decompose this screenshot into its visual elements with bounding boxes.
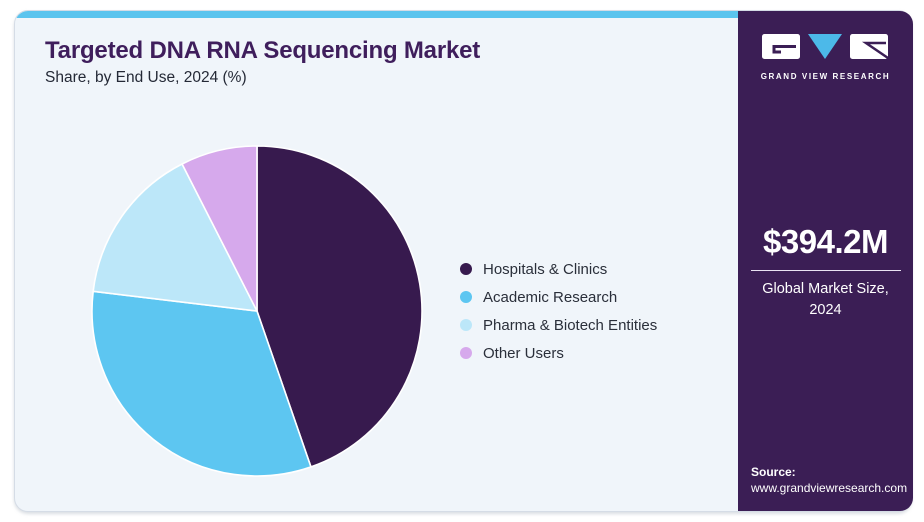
pie-slice-2 [92,163,258,312]
source-block: Source: www.grandviewresearch.com [751,465,907,495]
page-subtitle: Share, by End Use, 2024 (%) [45,69,247,86]
brand-name: GRAND VIEW RESEARCH [760,72,891,81]
source-url[interactable]: www.grandviewresearch.com [751,481,908,495]
legend-label: Pharma & Biotech Entities [483,316,658,334]
page-title: Targeted DNA RNA Sequencing Market [45,37,481,64]
side-panel: GRAND VIEW RESEARCH $394.2M Global Marke… [738,11,913,511]
market-size-value: $394.2M [763,223,888,260]
divider [750,270,901,271]
market-size-block: $394.2M Global Market Size, 2024 [738,223,913,321]
accent-bar [15,11,738,18]
legend-dot [460,319,472,331]
legend-item: Hospitals & Clinics [460,260,657,278]
legend-label: Hospitals & Clinics [483,260,608,278]
pie-slice-3 [181,145,258,312]
chart-card: Targeted DNA RNA Sequencing Market Share… [14,10,913,512]
gvr-logo-icon [761,34,889,60]
legend-item: Academic Research [460,288,657,306]
legend-dot [460,291,472,303]
legend-label: Academic Research [483,288,618,306]
source-label: Source: [751,465,796,479]
legend-label: Other Users [483,344,564,362]
pie-slice-1 [91,290,312,477]
legend-item: Other Users [460,344,657,362]
market-size-label: Global Market Size, 2024 [762,281,889,319]
pie-chart-container [90,144,424,478]
legend-dot [460,347,472,359]
legend-item: Pharma & Biotech Entities [460,316,657,334]
legend-dot [460,263,472,275]
chart-area: Targeted DNA RNA Sequencing Market Share… [15,11,738,511]
pie-chart [91,145,423,477]
legend: Hospitals & Clinics Academic Research Ph… [460,260,657,362]
brand-logo: GRAND VIEW RESEARCH [738,33,913,81]
pie-slice-0 [256,145,423,468]
